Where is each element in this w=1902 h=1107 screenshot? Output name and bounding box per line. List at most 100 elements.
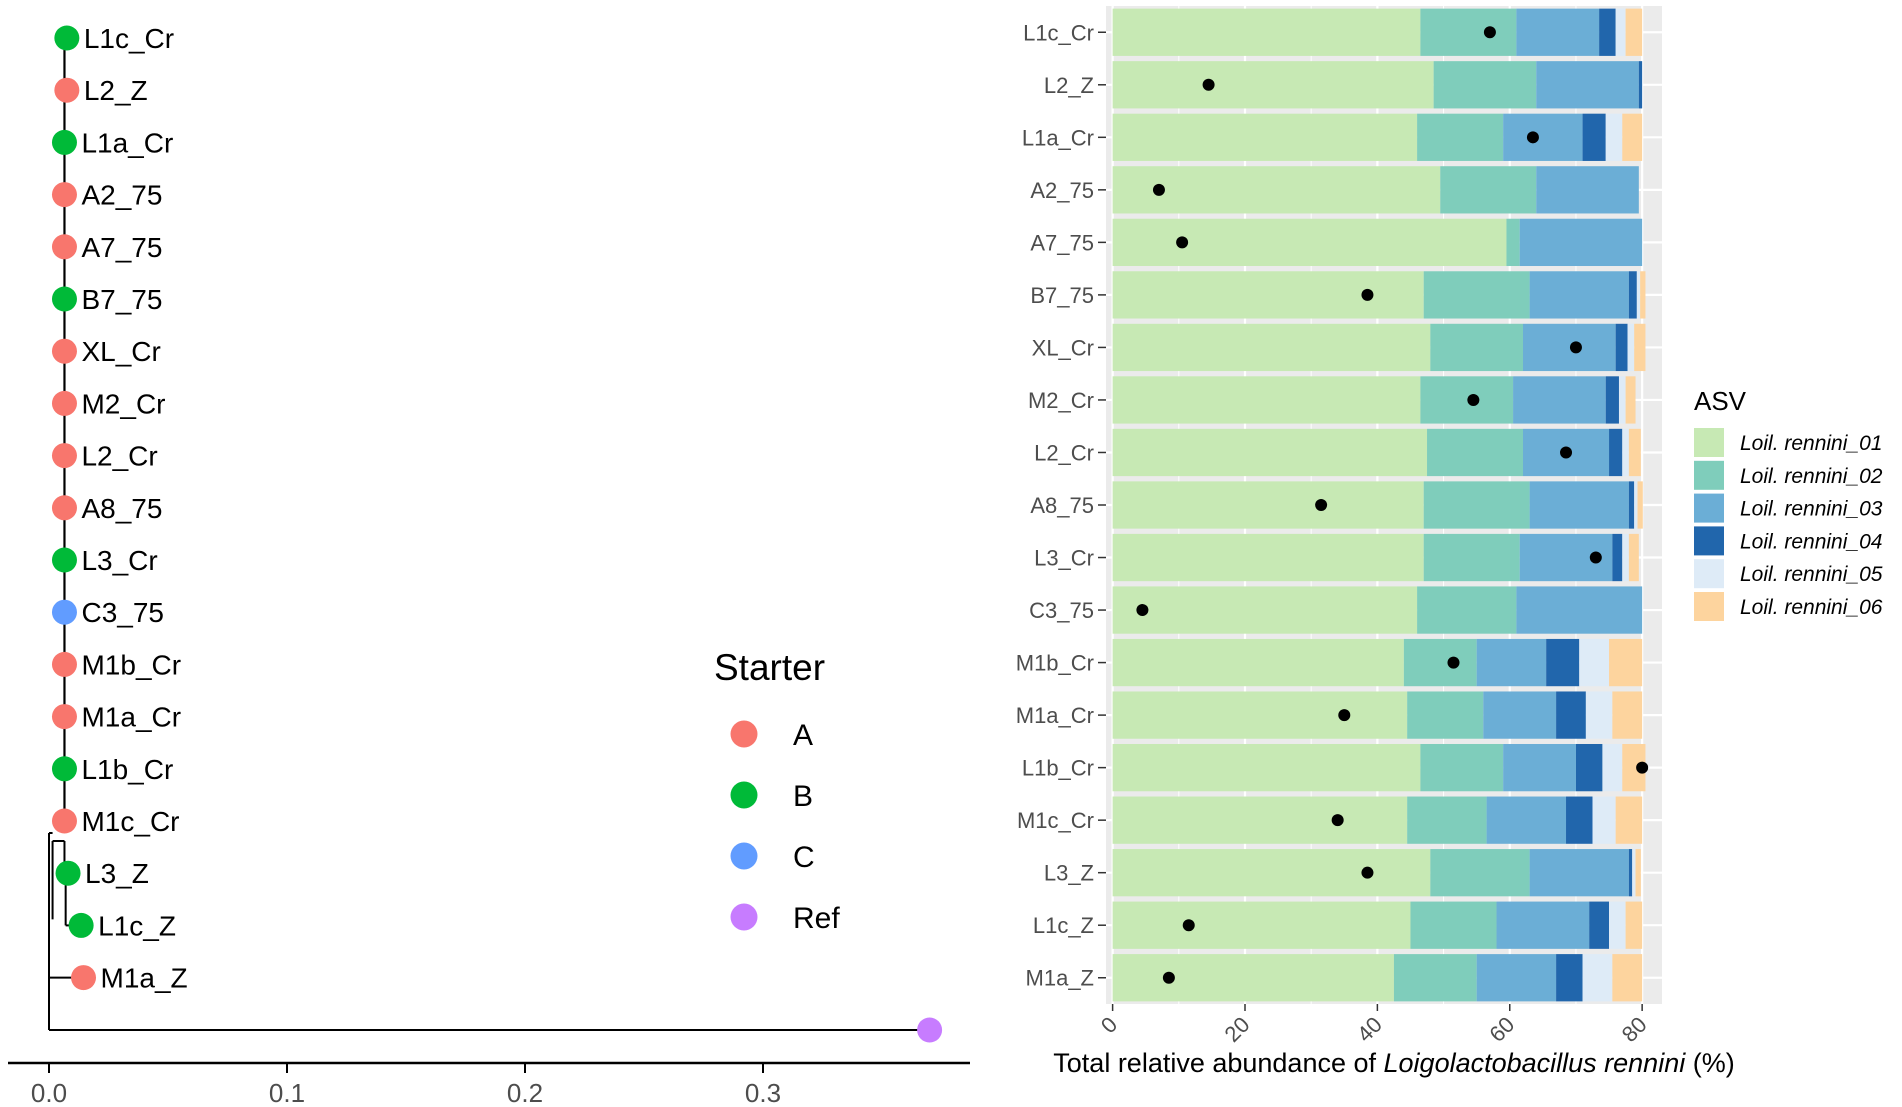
bar-segment (1582, 113, 1606, 161)
bar-segment (1636, 271, 1641, 319)
bar-segment (1112, 901, 1411, 949)
asv-legend-title: ASV (1694, 386, 1747, 416)
abundance-dot (1162, 971, 1175, 984)
tree-tip-label: M1a_Z (101, 963, 188, 994)
bar-segment (1575, 743, 1603, 792)
asv-legend-key (1694, 559, 1724, 589)
bar-panel: L1c_Cr L2_Z L1a_Cr A2_75 A7_75 B7_75 XL_Cr M2_C… (1016, 6, 1735, 1078)
bar-segment (1112, 323, 1431, 372)
bar-segment (1585, 691, 1613, 739)
tree-tip-point (51, 756, 77, 782)
bar-segment (1112, 954, 1394, 1002)
bar-segment (1592, 796, 1616, 844)
bar-segment (1486, 796, 1567, 844)
bar-segment (1423, 533, 1520, 582)
tree-tip-point (51, 547, 77, 573)
bar-segment (1403, 638, 1477, 687)
abundance-dot (1361, 866, 1374, 879)
bar-segment (1503, 743, 1576, 792)
bar-segment (1476, 954, 1557, 1002)
abundance-dot (1152, 183, 1165, 196)
bar-segment (1112, 376, 1421, 424)
tree-tip-point (54, 25, 80, 51)
bar-segment (1112, 218, 1507, 267)
tree-tip-point (51, 234, 77, 260)
x-tick-label: 0 (1096, 1012, 1122, 1038)
starter-legend-key (730, 842, 758, 870)
bar-segment (1566, 796, 1593, 844)
y-tick-label: A2_75 (1030, 178, 1094, 203)
asv-legend-label: Loil. rennini_04 (1740, 530, 1882, 553)
tree-tip-label: C3_75 (81, 597, 164, 628)
y-tick-label: C3_75 (1029, 598, 1094, 623)
bar-segment (1536, 61, 1639, 109)
tree-tip-point (51, 182, 77, 208)
bar-segment (1612, 533, 1623, 582)
bar-segment (1440, 166, 1537, 214)
abundance-dot (1338, 709, 1351, 722)
x-tick-label: 80 (1617, 1012, 1652, 1047)
starter-legend: Starter ABC Ref (714, 647, 840, 935)
abundance-dot (1526, 131, 1539, 144)
bar-segment (1618, 376, 1626, 424)
tree-tip-point (51, 651, 77, 677)
bar-segment (1640, 271, 1646, 319)
bar-segment (1628, 271, 1637, 319)
y-tick-label: L3_Cr (1034, 546, 1094, 571)
asv-legend-label: Loil. rennini_06 (1740, 596, 1883, 619)
tree-tip-point (54, 77, 80, 103)
y-tick-label: L1a_Cr (1022, 125, 1094, 150)
starter-legend-title: Starter (714, 647, 825, 688)
bar-segment (1112, 638, 1404, 687)
tree-tip-label: M1c_Cr (81, 806, 179, 837)
abundance-dot (1467, 393, 1480, 406)
asv-legend: ASV Loil. rennini_01 Loil. rennini_02 Loil.… (1694, 386, 1883, 621)
tree-panel: L1c_Cr L2_Z L1a_Cr A2_75 A7_75 B7_75 XL_Cr M2_C… (8, 23, 970, 1107)
abundance-dot (1331, 814, 1344, 827)
tree-tip-point (51, 495, 77, 521)
abundance-dot (1483, 26, 1496, 39)
starter-legend-key (730, 781, 758, 809)
bar-segment (1523, 323, 1616, 372)
tree-tip-label: L3_Cr (81, 545, 157, 576)
bar-segment (1622, 113, 1643, 161)
bar-segment (1609, 901, 1626, 949)
y-tick-label: A7_75 (1030, 230, 1094, 255)
y-tick-label: L2_Z (1044, 73, 1094, 98)
bar-segment (1628, 481, 1635, 529)
tree-tip-label: XL_Cr (81, 336, 160, 367)
x-axis-title-species: Loigolactobacillus rennini (1384, 1048, 1687, 1078)
bar-segment (1417, 586, 1517, 634)
y-tick-label: M1c_Cr (1017, 808, 1094, 833)
bar-segment (1625, 8, 1643, 56)
asv-legend-key (1694, 428, 1724, 457)
tree-tip-point (51, 129, 77, 155)
bar-segment (1536, 166, 1639, 214)
bar-segment (1476, 638, 1547, 687)
tree-tip-point (51, 808, 77, 834)
bar-segment (1605, 113, 1623, 161)
bar-segment (1112, 691, 1408, 739)
bar-segment (1483, 691, 1557, 739)
y-tick-label: A8_75 (1030, 493, 1094, 518)
bar-segment (1516, 8, 1600, 56)
bar-segment (1529, 271, 1629, 319)
bar-segment (1556, 954, 1583, 1002)
bar-segment (1546, 638, 1580, 687)
bar-segment (1622, 743, 1646, 792)
tree-tip-label: A8_75 (81, 493, 162, 524)
abundance-dot (1182, 919, 1195, 932)
asv-legend-label: Loil. rennini_01 (1740, 432, 1882, 455)
x-axis-title-prefix: Total relative abundance of (1053, 1048, 1383, 1078)
bar-segment (1599, 8, 1616, 56)
bar-segment (1628, 533, 1639, 582)
bar-segment (1503, 113, 1583, 161)
tree-tip-point (51, 390, 77, 416)
bar-segment (1407, 796, 1487, 844)
abundance-dot (1447, 656, 1460, 669)
tree-tip-label: A7_75 (81, 232, 162, 263)
asv-legend-key (1694, 460, 1724, 490)
tree-tip-point (51, 599, 77, 625)
bar-segment (1615, 796, 1643, 844)
bar-segment (1112, 113, 1418, 161)
